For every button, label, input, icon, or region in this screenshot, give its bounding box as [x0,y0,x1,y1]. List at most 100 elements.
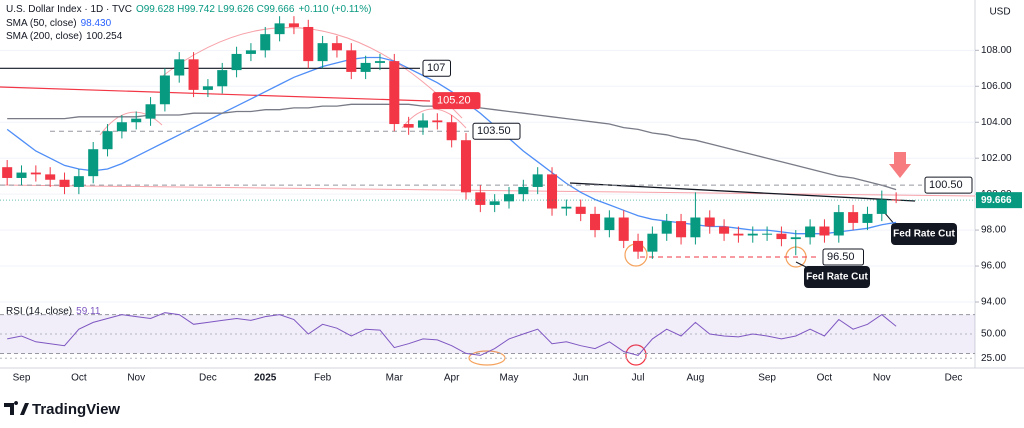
candle-body [676,221,687,238]
x-tick-label: Jun [573,373,589,384]
candle-body [59,179,70,187]
x-tick-label: Oct [71,373,87,384]
candle-body [2,167,13,178]
candle-body [475,192,486,205]
candle-body [389,61,400,125]
candle-body [145,104,156,119]
level-box [472,122,521,140]
legend-sma200: SMA (200, close) 100.254 [6,31,126,42]
candle-body [489,201,500,205]
candle-body [805,226,816,238]
candle-body [819,226,830,236]
candle-body [174,59,185,76]
candle-body [532,174,543,187]
candle-body [202,86,213,90]
rsi-line [7,312,897,356]
level-label: 96.50 [827,251,855,263]
candle-body [159,75,170,105]
rsi-tick-label: 50.00 [981,329,1006,340]
logo-mark [4,401,29,415]
trend-line [0,184,976,197]
candle-body [73,176,84,187]
candle-body [288,23,299,27]
rsi-tick-label: 25.00 [981,353,1006,364]
candle-body [747,233,758,236]
legend-sma50: SMA (50, close) 98.430 [6,18,115,29]
candle-body [633,240,644,252]
candle-body [790,237,801,240]
candle-body [719,226,730,234]
x-tick-label: May [500,373,519,384]
candle-body [245,50,256,54]
candle-body [30,172,41,175]
legend-value: 98.430 [80,18,112,29]
candle-body [503,194,515,202]
y-tick-label: 106.00 [981,81,1012,92]
legend-name: RSI (14, close) [6,306,73,317]
y-tick-label: 96.00 [981,261,1006,272]
candle-body [561,206,572,209]
x-tick-label: Oct [817,373,833,384]
level-box [924,176,973,194]
y-tick-label: 102.00 [981,153,1012,164]
last-price-box [976,192,1022,209]
candle-body [518,186,529,195]
rsi-band [0,314,975,354]
level-label: 105.20 [437,95,471,107]
candle-body [346,50,357,72]
candle-body [360,62,371,72]
candle-body [88,149,99,177]
brand: TradingView [32,401,120,418]
candle-body [460,140,472,193]
candle-body [446,122,457,141]
candle-body [862,213,873,223]
candle-body [16,172,27,178]
legend-value: 59.11 [76,306,101,317]
candle-body [575,206,586,214]
candle-body [547,174,558,209]
candle-body [317,43,328,62]
arrow-down [889,152,911,178]
candle-body [331,43,342,51]
x-tick-label: Nov [127,373,145,384]
candle-body [661,221,672,234]
logo: TradingView [4,401,120,418]
x-tick-label: Dec [945,373,963,384]
trend-line [0,86,431,102]
candle-body [647,233,658,252]
x-tick-label: Dec [199,373,217,384]
candle-body [260,34,271,51]
candle-body [704,217,715,227]
legend-rsi: RSI (14, close) 59.11 [6,306,104,317]
candle-body [217,70,228,87]
legend-name: SMA (50, close) [6,18,77,29]
callout-text: Fed Rate Cut [806,272,868,283]
sma-line [6,56,897,235]
x-tick-label: Sep [758,373,776,384]
candle-body [374,61,385,63]
ohlc: O99.628 H99.742 L99.626 C99.666 [135,4,295,15]
candle-body [891,199,902,201]
candle-body [604,217,615,231]
callout-box [804,266,870,288]
candle-body [188,59,199,90]
level-box [422,59,451,77]
x-tick-label: Nov [873,373,891,384]
x-tick-label: Aug [687,373,705,384]
x-tick-label: Mar [386,373,404,384]
callout-box [891,223,957,245]
level-label: 107 [427,62,445,74]
trend-line [569,182,916,202]
candle-body [690,217,701,238]
highlight-circle [625,344,647,366]
y-tick-label: 108.00 [981,45,1012,56]
x-tick-label: Jul [632,373,645,384]
arc [401,108,467,129]
candle-body [231,53,242,71]
callout-text: Fed Rate Cut [893,229,955,240]
x-tick-label: Sep [13,373,31,384]
arc [99,111,163,136]
candle-body [45,174,56,180]
